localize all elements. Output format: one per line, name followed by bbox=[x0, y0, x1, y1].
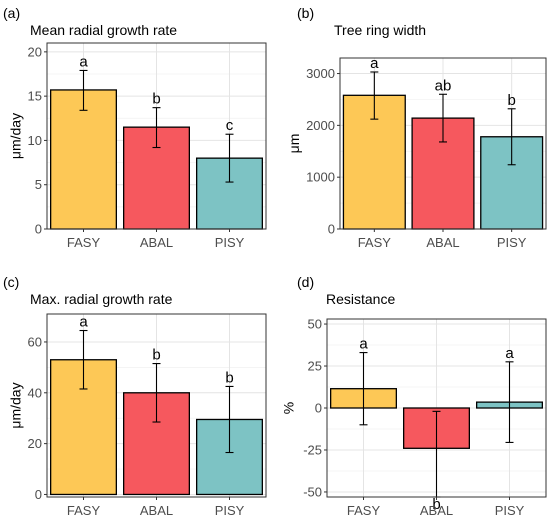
panel-c: (c) Max. radial growth rate a b b 0 20 40 60 FASY… bbox=[3, 274, 267, 518]
bar-fasy bbox=[50, 89, 117, 230]
panel-title: Resistance bbox=[326, 291, 395, 307]
panel-title: Max. radial growth rate bbox=[30, 291, 173, 307]
x-tick-label: FASY bbox=[358, 235, 392, 250]
panel-b: (b) Tree ring width a ab b 0 1000 2000 3000 FASY A… bbox=[286, 5, 547, 250]
panel-d: (d) Resistance a b a -50 -25 0 25 50 FASY ABAL PISY% bbox=[280, 274, 547, 518]
x-tick-label: ABAL bbox=[420, 503, 453, 518]
x-tick-label: PISY bbox=[497, 235, 527, 250]
y-tick-label: 2000 bbox=[306, 118, 335, 133]
significance-letter: a bbox=[370, 55, 379, 72]
y-axis-label: % bbox=[280, 402, 296, 414]
significance-letter: ab bbox=[435, 77, 452, 94]
panel-tag: (a) bbox=[3, 5, 20, 21]
y-tick-label: 0 bbox=[35, 487, 42, 502]
x-tick-label: ABAL bbox=[426, 235, 459, 250]
y-axis-label: μm/day bbox=[8, 382, 24, 428]
significance-letter: a bbox=[505, 345, 514, 362]
significance-letter: b bbox=[432, 496, 440, 513]
y-tick-label: 50 bbox=[308, 317, 322, 332]
y-tick-label: 20 bbox=[28, 44, 42, 59]
y-axis-label: μm/day bbox=[8, 113, 24, 159]
x-tick-label: FASY bbox=[67, 503, 101, 518]
significance-letter: b bbox=[225, 369, 233, 386]
y-tick-label: 60 bbox=[28, 334, 42, 349]
y-tick-label: 5 bbox=[35, 177, 42, 192]
significance-letter: b bbox=[152, 347, 160, 364]
panel-title: Tree ring width bbox=[334, 22, 426, 38]
y-tick-label: -50 bbox=[303, 484, 322, 499]
y-tick-label: 20 bbox=[28, 436, 42, 451]
y-tick-label: 10 bbox=[28, 133, 42, 148]
x-tick-label: PISY bbox=[495, 503, 525, 518]
panel-tag: (c) bbox=[3, 274, 19, 290]
panel-title: Mean radial growth rate bbox=[30, 22, 177, 38]
panel-tag: (d) bbox=[297, 274, 314, 290]
significance-letter: b bbox=[507, 92, 515, 109]
y-tick-label: 15 bbox=[28, 89, 42, 104]
significance-letter: b bbox=[152, 91, 160, 108]
panel-a: (a) Mean radial growth rate a b c 0 5 10 15 20 FAS… bbox=[3, 5, 267, 250]
y-tick-label: 0 bbox=[328, 222, 335, 237]
x-tick-label: PISY bbox=[215, 235, 245, 250]
y-tick-label: 40 bbox=[28, 385, 42, 400]
x-tick-label: ABAL bbox=[140, 503, 173, 518]
x-tick-label: ABAL bbox=[140, 235, 173, 250]
y-tick-label: 1000 bbox=[306, 170, 335, 185]
y-tick-label: 25 bbox=[308, 359, 322, 374]
x-tick-label: FASY bbox=[67, 235, 101, 250]
significance-letter: a bbox=[359, 336, 368, 353]
y-axis-label: μm bbox=[286, 134, 302, 154]
y-tick-label: 0 bbox=[315, 401, 322, 416]
significance-letter: c bbox=[226, 117, 234, 134]
significance-letter: a bbox=[79, 314, 88, 331]
y-tick-label: -25 bbox=[303, 442, 322, 457]
panel-tag: (b) bbox=[297, 5, 314, 21]
y-tick-label: 0 bbox=[35, 222, 42, 237]
x-tick-label: FASY bbox=[347, 503, 381, 518]
significance-letter: a bbox=[79, 53, 88, 70]
x-tick-label: PISY bbox=[215, 503, 245, 518]
y-tick-label: 3000 bbox=[306, 66, 335, 81]
